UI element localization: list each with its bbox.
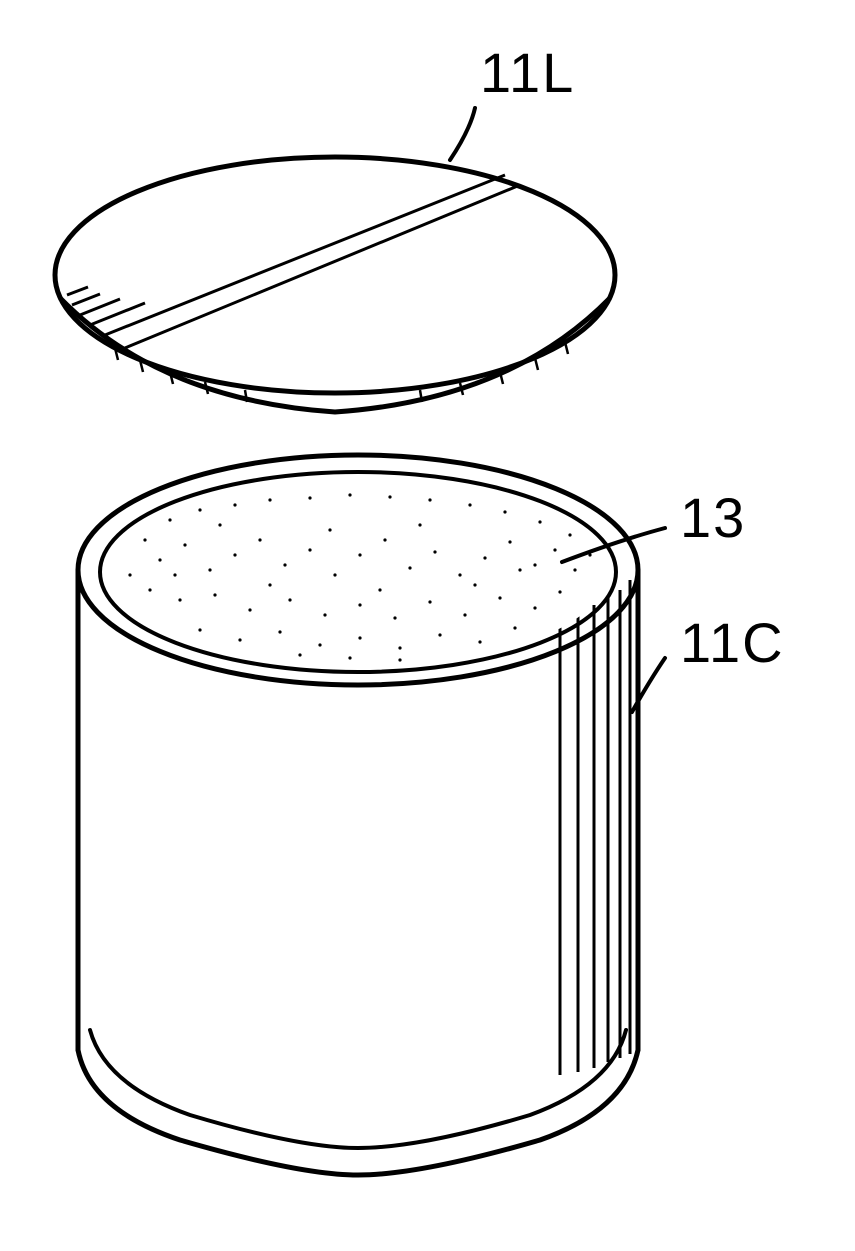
lid [55, 157, 615, 412]
contents-surface [110, 483, 606, 667]
label-lid: 11L [480, 40, 575, 105]
label-contents: 13 [680, 485, 746, 550]
label-container: 11C [680, 610, 785, 675]
